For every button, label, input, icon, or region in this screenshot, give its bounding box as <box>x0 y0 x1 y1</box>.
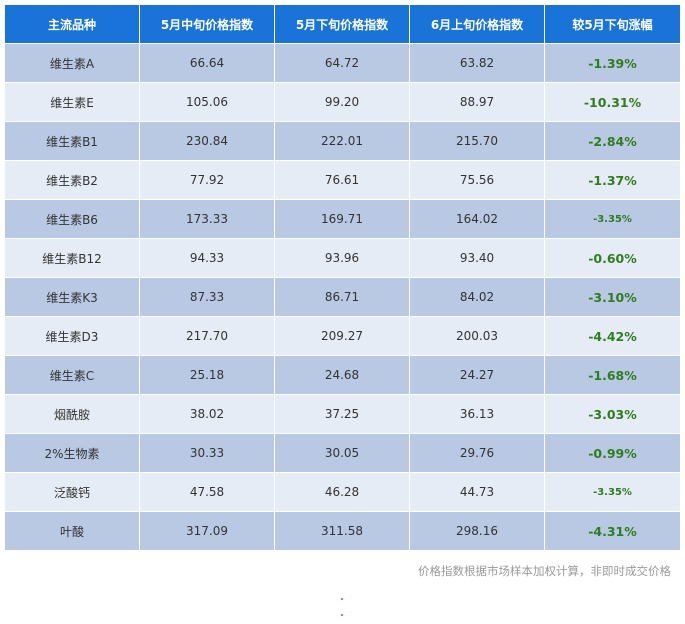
variety-cell: 维生素K3 <box>4 277 140 317</box>
header-change-vs-late-may: 较5月下旬涨幅 <box>544 4 681 44</box>
late-may-index-cell: 209.27 <box>274 316 410 356</box>
table-body: 维生素A 66.64 64.72 63.82 -1.39% 维生素E 105.06 99.20… <box>4 43 681 551</box>
header-mid-may-index: 5月中旬价格指数 <box>139 4 275 44</box>
change-cell: -3.03% <box>544 394 681 434</box>
late-may-index-cell: 46.28 <box>274 472 410 512</box>
mid-may-index-cell: 94.33 <box>139 238 275 278</box>
late-may-index-cell: 93.96 <box>274 238 410 278</box>
decorative-dot <box>341 598 343 600</box>
footnote: 价格指数根据市场样本加权计算，非即时成交价格 <box>418 564 671 578</box>
variety-cell: 维生素D3 <box>4 316 140 356</box>
early-june-index-cell: 215.70 <box>409 121 545 161</box>
late-may-index-cell: 64.72 <box>274 43 410 83</box>
change-cell: -0.99% <box>544 433 681 473</box>
late-may-index-cell: 76.61 <box>274 160 410 200</box>
table-row: 维生素B2 77.92 76.61 75.56 -1.37% <box>4 160 681 200</box>
mid-may-index-cell: 38.02 <box>139 394 275 434</box>
early-june-index-cell: 24.27 <box>409 355 545 395</box>
late-may-index-cell: 30.05 <box>274 433 410 473</box>
mid-may-index-cell: 30.33 <box>139 433 275 473</box>
early-june-index-cell: 75.56 <box>409 160 545 200</box>
table-row: 维生素K3 87.33 86.71 84.02 -3.10% <box>4 277 681 317</box>
table-row: 叶酸 317.09 311.58 298.16 -4.31% <box>4 511 681 551</box>
variety-cell: 维生素B12 <box>4 238 140 278</box>
early-june-index-cell: 29.76 <box>409 433 545 473</box>
late-may-index-cell: 169.71 <box>274 199 410 239</box>
early-june-index-cell: 84.02 <box>409 277 545 317</box>
change-cell: -1.68% <box>544 355 681 395</box>
early-june-index-cell: 93.40 <box>409 238 545 278</box>
mid-may-index-cell: 173.33 <box>139 199 275 239</box>
change-cell: -4.42% <box>544 316 681 356</box>
change-cell: -10.31% <box>544 82 681 122</box>
table-row: 维生素E 105.06 99.20 88.97 -10.31% <box>4 82 681 122</box>
variety-cell: 泛酸钙 <box>4 472 140 512</box>
late-may-index-cell: 311.58 <box>274 511 410 551</box>
header-variety: 主流品种 <box>4 4 140 44</box>
variety-cell: 2%生物素 <box>4 433 140 473</box>
change-cell: -0.60% <box>544 238 681 278</box>
late-may-index-cell: 86.71 <box>274 277 410 317</box>
variety-cell: 维生素B6 <box>4 199 140 239</box>
table-row: 维生素B1 230.84 222.01 215.70 -2.84% <box>4 121 681 161</box>
table-row: 烟酰胺 38.02 37.25 36.13 -3.03% <box>4 394 681 434</box>
table-row: 维生素C 25.18 24.68 24.27 -1.68% <box>4 355 681 395</box>
header-early-june-index: 6月上旬价格指数 <box>409 4 545 44</box>
table-row: 维生素B6 173.33 169.71 164.02 -3.35% <box>4 199 681 239</box>
price-index-table: 主流品种 5月中旬价格指数 5月下旬价格指数 6月上旬价格指数 较5月下旬涨幅 … <box>4 4 681 551</box>
mid-may-index-cell: 105.06 <box>139 82 275 122</box>
late-may-index-cell: 24.68 <box>274 355 410 395</box>
table-row: 维生素D3 217.70 209.27 200.03 -4.42% <box>4 316 681 356</box>
change-cell: -1.39% <box>544 43 681 83</box>
early-june-index-cell: 44.73 <box>409 472 545 512</box>
early-june-index-cell: 200.03 <box>409 316 545 356</box>
variety-cell: 维生素B1 <box>4 121 140 161</box>
late-may-index-cell: 222.01 <box>274 121 410 161</box>
table-row: 维生素B12 94.33 93.96 93.40 -0.60% <box>4 238 681 278</box>
variety-cell: 维生素C <box>4 355 140 395</box>
variety-cell: 维生素A <box>4 43 140 83</box>
early-june-index-cell: 164.02 <box>409 199 545 239</box>
mid-may-index-cell: 317.09 <box>139 511 275 551</box>
header-late-may-index: 5月下旬价格指数 <box>274 4 410 44</box>
change-cell: -3.35% <box>544 199 681 239</box>
variety-cell: 维生素E <box>4 82 140 122</box>
mid-may-index-cell: 77.92 <box>139 160 275 200</box>
variety-cell: 维生素B2 <box>4 160 140 200</box>
change-cell: -2.84% <box>544 121 681 161</box>
change-cell: -1.37% <box>544 160 681 200</box>
mid-may-index-cell: 217.70 <box>139 316 275 356</box>
table-row: 维生素A 66.64 64.72 63.82 -1.39% <box>4 43 681 83</box>
early-june-index-cell: 88.97 <box>409 82 545 122</box>
table-row: 泛酸钙 47.58 46.28 44.73 -3.35% <box>4 472 681 512</box>
variety-cell: 烟酰胺 <box>4 394 140 434</box>
table-header-row: 主流品种 5月中旬价格指数 5月下旬价格指数 6月上旬价格指数 较5月下旬涨幅 <box>4 4 681 44</box>
variety-cell: 叶酸 <box>4 511 140 551</box>
early-june-index-cell: 298.16 <box>409 511 545 551</box>
mid-may-index-cell: 66.64 <box>139 43 275 83</box>
late-may-index-cell: 99.20 <box>274 82 410 122</box>
mid-may-index-cell: 47.58 <box>139 472 275 512</box>
mid-may-index-cell: 87.33 <box>139 277 275 317</box>
early-june-index-cell: 36.13 <box>409 394 545 434</box>
mid-may-index-cell: 230.84 <box>139 121 275 161</box>
change-cell: -4.31% <box>544 511 681 551</box>
mid-may-index-cell: 25.18 <box>139 355 275 395</box>
change-cell: -3.35% <box>544 472 681 512</box>
late-may-index-cell: 37.25 <box>274 394 410 434</box>
decorative-dot <box>341 614 343 616</box>
change-cell: -3.10% <box>544 277 681 317</box>
early-june-index-cell: 63.82 <box>409 43 545 83</box>
table-row: 2%生物素 30.33 30.05 29.76 -0.99% <box>4 433 681 473</box>
